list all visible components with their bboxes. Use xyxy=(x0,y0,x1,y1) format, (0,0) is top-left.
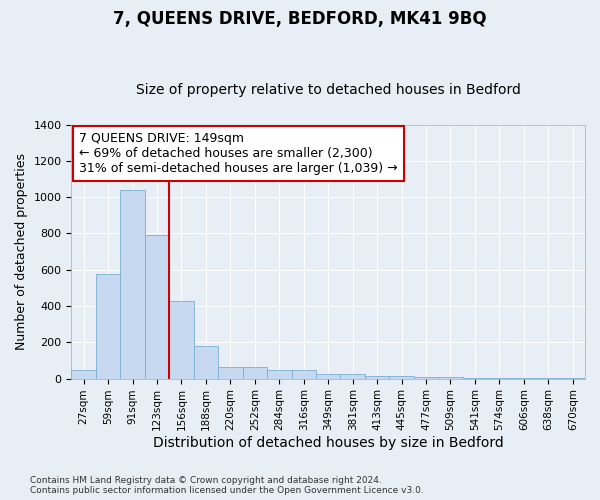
Bar xyxy=(340,374,365,378)
Bar xyxy=(414,377,438,378)
Bar xyxy=(267,370,292,378)
Bar xyxy=(169,300,194,378)
Text: Contains HM Land Registry data © Crown copyright and database right 2024.
Contai: Contains HM Land Registry data © Crown c… xyxy=(30,476,424,495)
X-axis label: Distribution of detached houses by size in Bedford: Distribution of detached houses by size … xyxy=(153,436,503,450)
Title: Size of property relative to detached houses in Bedford: Size of property relative to detached ho… xyxy=(136,83,521,97)
Y-axis label: Number of detached properties: Number of detached properties xyxy=(15,153,28,350)
Bar xyxy=(316,374,340,378)
Bar xyxy=(292,370,316,378)
Bar xyxy=(71,370,96,378)
Bar xyxy=(96,274,121,378)
Bar xyxy=(218,367,242,378)
Bar xyxy=(121,190,145,378)
Bar xyxy=(389,376,414,378)
Bar xyxy=(194,346,218,378)
Bar xyxy=(242,367,267,378)
Bar xyxy=(145,235,169,378)
Text: 7 QUEENS DRIVE: 149sqm
← 69% of detached houses are smaller (2,300)
31% of semi-: 7 QUEENS DRIVE: 149sqm ← 69% of detached… xyxy=(79,132,398,175)
Bar xyxy=(438,377,463,378)
Text: 7, QUEENS DRIVE, BEDFORD, MK41 9BQ: 7, QUEENS DRIVE, BEDFORD, MK41 9BQ xyxy=(113,10,487,28)
Bar xyxy=(365,376,389,378)
